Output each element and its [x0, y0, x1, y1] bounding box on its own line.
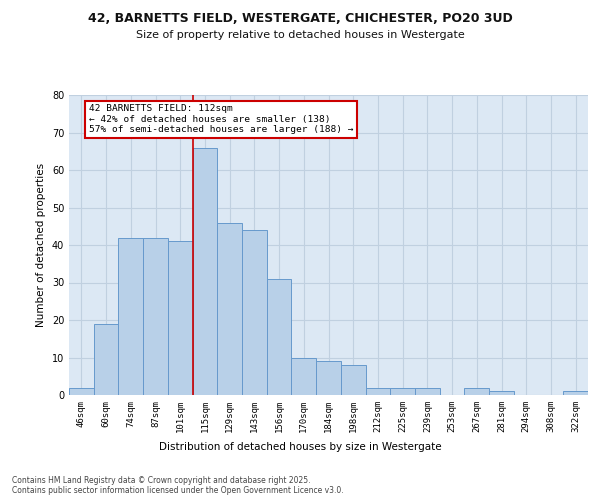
Text: 42 BARNETTS FIELD: 112sqm
← 42% of detached houses are smaller (138)
57% of semi: 42 BARNETTS FIELD: 112sqm ← 42% of detac… — [89, 104, 353, 134]
Bar — [193, 148, 217, 395]
Bar — [168, 242, 193, 395]
Bar — [390, 388, 415, 395]
Bar — [118, 238, 143, 395]
Bar — [365, 388, 390, 395]
Bar — [217, 222, 242, 395]
Bar — [94, 324, 118, 395]
Y-axis label: Number of detached properties: Number of detached properties — [36, 163, 46, 327]
Bar — [242, 230, 267, 395]
Bar — [341, 365, 365, 395]
Bar — [316, 361, 341, 395]
Bar — [292, 358, 316, 395]
Bar — [267, 279, 292, 395]
Text: 42, BARNETTS FIELD, WESTERGATE, CHICHESTER, PO20 3UD: 42, BARNETTS FIELD, WESTERGATE, CHICHEST… — [88, 12, 512, 26]
Text: Size of property relative to detached houses in Westergate: Size of property relative to detached ho… — [136, 30, 464, 40]
Text: Distribution of detached houses by size in Westergate: Distribution of detached houses by size … — [158, 442, 442, 452]
Bar — [464, 388, 489, 395]
Bar — [489, 391, 514, 395]
Bar — [69, 388, 94, 395]
Bar — [143, 238, 168, 395]
Bar — [563, 391, 588, 395]
Bar — [415, 388, 440, 395]
Text: Contains HM Land Registry data © Crown copyright and database right 2025.
Contai: Contains HM Land Registry data © Crown c… — [12, 476, 344, 495]
